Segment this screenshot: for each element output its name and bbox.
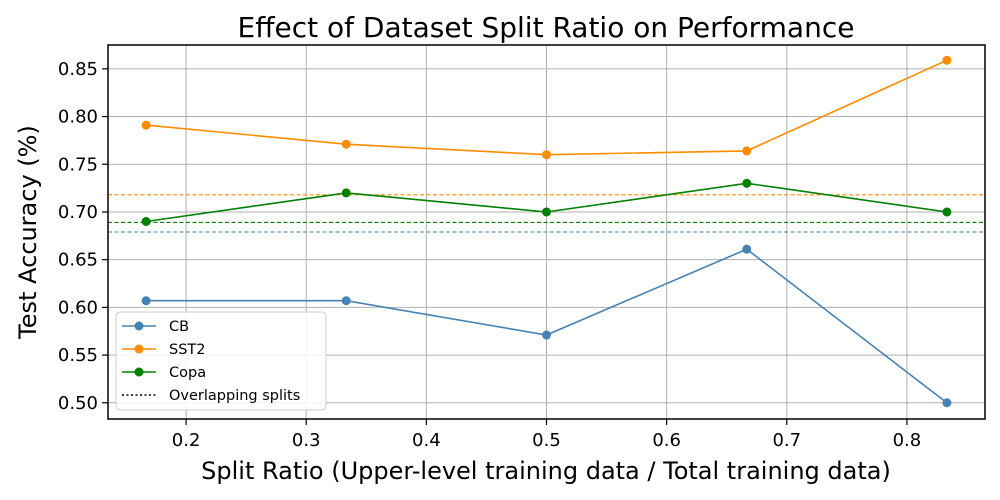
x-tick-label: 0.8 <box>893 430 922 451</box>
data-point-sst2 <box>742 146 752 156</box>
data-point-copa <box>542 207 551 217</box>
y-tick-label: 0.85 <box>58 59 98 80</box>
data-point-cb <box>341 296 351 306</box>
y-tick-label: 0.80 <box>58 107 98 128</box>
y-tick-label: 0.75 <box>58 154 98 175</box>
x-axis-ticks: 0.2 0.3 0.4 0.5 0.6 0.7 0.8 <box>172 419 921 451</box>
legend-marker <box>134 344 144 354</box>
data-point-copa <box>942 207 952 217</box>
x-tick-label: 0.7 <box>772 430 801 451</box>
data-point-cb <box>742 244 752 254</box>
data-point-sst2 <box>942 55 952 65</box>
data-point-sst2 <box>141 120 151 130</box>
chart-title: Effect of Dataset Split Ratio on Perform… <box>238 11 855 44</box>
y-axis-label: Test Accuracy (%) <box>14 125 42 340</box>
data-point-copa <box>141 217 151 227</box>
legend-marker <box>134 321 144 331</box>
series-cb <box>141 244 952 408</box>
legend-label: Overlapping splits <box>169 388 300 404</box>
series-group <box>141 55 952 408</box>
x-tick-label: 0.5 <box>532 430 561 451</box>
legend-box <box>115 311 327 411</box>
legend-marker <box>134 367 144 377</box>
y-axis-ticks: 0.50 0.55 0.60 0.65 0.70 0.75 0.80 0.85 <box>58 59 108 414</box>
y-tick-label: 0.50 <box>58 393 98 414</box>
x-tick-label: 0.2 <box>172 430 201 451</box>
data-point-cb <box>542 330 551 340</box>
grid <box>108 45 985 419</box>
y-tick-label: 0.60 <box>58 297 98 318</box>
data-point-sst2 <box>542 150 551 160</box>
y-tick-label: 0.55 <box>58 345 98 366</box>
y-tick-label: 0.70 <box>58 202 98 223</box>
baseline-lines <box>108 194 985 233</box>
x-tick-label: 0.6 <box>652 430 681 451</box>
y-tick-label: 0.65 <box>58 250 98 271</box>
legend-label: SST2 <box>169 342 206 358</box>
data-point-copa <box>341 188 351 198</box>
x-tick-label: 0.4 <box>412 430 441 451</box>
data-point-copa <box>742 178 752 188</box>
x-tick-label: 0.3 <box>292 430 321 451</box>
legend: CB SST2 Copa Overlapping splits <box>115 311 327 411</box>
legend-label: Copa <box>169 365 206 381</box>
data-point-cb <box>942 398 952 408</box>
series-sst2 <box>141 55 952 160</box>
series-copa <box>141 178 952 227</box>
data-point-cb <box>141 296 151 306</box>
data-point-sst2 <box>341 139 351 149</box>
legend-label: CB <box>169 319 189 335</box>
x-axis-label: Split Ratio (Upper-level training data /… <box>201 457 891 485</box>
